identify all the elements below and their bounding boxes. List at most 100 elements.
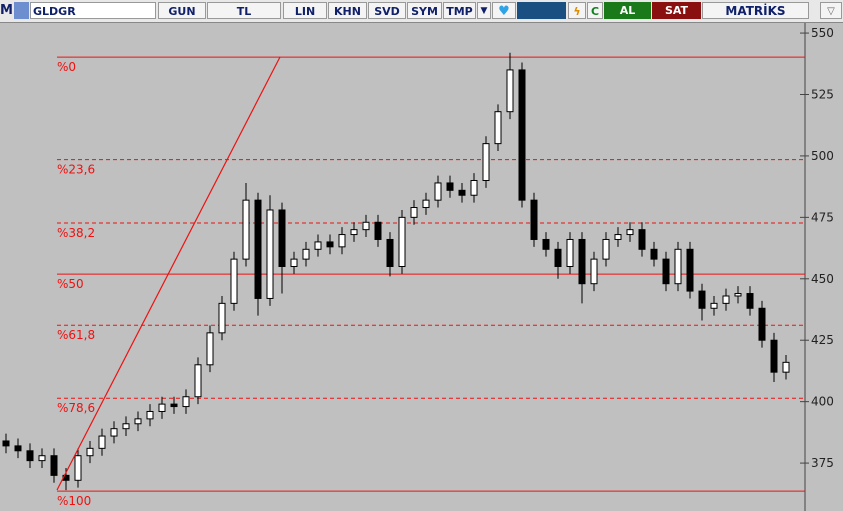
y-tick-label: 450 [811, 272, 834, 286]
candle-body [86, 447, 94, 457]
candle-body [386, 238, 394, 267]
alert-button[interactable]: ϟ [568, 2, 586, 19]
candle-body [746, 293, 754, 309]
fib-label: %0 [57, 60, 76, 74]
y-tick-label: 475 [811, 210, 834, 224]
candle-body [470, 179, 478, 196]
candle-body [302, 248, 310, 260]
tmp-button[interactable]: TMP [443, 2, 476, 19]
candle-body [50, 455, 58, 476]
svd-button[interactable]: SVD [368, 2, 406, 19]
y-tick-label: 500 [811, 149, 834, 163]
candle-body [278, 209, 286, 267]
candle-body [758, 307, 766, 341]
candle-body [290, 258, 298, 268]
y-tick-label: 550 [811, 26, 834, 40]
candle-body [638, 229, 646, 250]
candle-body [626, 229, 634, 236]
candle-body [770, 339, 778, 373]
candle-body [254, 199, 262, 299]
candle-body [146, 410, 154, 420]
candle-body [350, 229, 358, 236]
collapse-button[interactable]: ▽ [820, 2, 842, 19]
candle-body [422, 199, 430, 209]
candle-body [566, 238, 574, 267]
candle-body [374, 221, 382, 240]
candle-body [506, 69, 514, 113]
c-button[interactable]: C [587, 2, 603, 19]
fib-label: %38,2 [57, 226, 95, 240]
candle-body [602, 238, 610, 260]
candle-body [38, 455, 46, 462]
candle-body [314, 241, 322, 250]
candle-body [434, 182, 442, 201]
candle-body [14, 445, 22, 452]
candle-body [518, 69, 526, 201]
khn-button[interactable]: KHN [328, 2, 367, 19]
candle-body [122, 423, 130, 430]
menu-button[interactable]: M [0, 3, 13, 18]
candle-body [614, 234, 622, 240]
candle-body [674, 248, 682, 285]
brand-logo: MATRİKS [702, 2, 809, 19]
candle-body [710, 302, 718, 309]
candle-body [338, 234, 346, 248]
candle-body [74, 455, 82, 481]
y-tick-label: 525 [811, 87, 834, 101]
lin-button[interactable]: LIN [283, 2, 327, 19]
y-tick-label: 425 [811, 333, 834, 347]
candle-body [98, 435, 106, 449]
candle-body [2, 440, 10, 447]
candle-body [326, 241, 334, 248]
candle-body [218, 302, 226, 334]
symbol-field[interactable]: GLDGR [30, 2, 156, 19]
candle-body [134, 418, 142, 425]
fib-label: %23,6 [57, 163, 95, 177]
currency-button[interactable]: TL [207, 2, 281, 19]
buy-button[interactable]: AL [604, 2, 651, 19]
trend-line [56, 56, 281, 491]
toolbar: M GLDGR GUN TL LIN KHN SVD SYM TMP ▼ ♥ ϟ… [0, 0, 843, 23]
candle-body [362, 221, 370, 231]
twitter-button[interactable]: ♥ [492, 2, 516, 19]
candle-body [662, 258, 670, 285]
sell-button[interactable]: SAT [652, 2, 701, 19]
candle-body [26, 450, 34, 462]
candle-body [110, 428, 118, 437]
symbol-icon[interactable] [14, 2, 29, 19]
candle-body [194, 364, 202, 398]
candle-body [182, 396, 190, 408]
candle-body [722, 295, 730, 304]
plot-background [0, 22, 843, 511]
candle-body [458, 189, 466, 196]
fib-label: %78,6 [57, 401, 95, 415]
candle-body [590, 258, 598, 285]
candle-body [542, 238, 550, 250]
y-tick-label: 400 [811, 395, 834, 409]
candle-body [266, 209, 274, 299]
candle-body [494, 111, 502, 145]
candle-body [158, 403, 166, 412]
candle-body [650, 248, 658, 260]
dropdown-button[interactable]: ▼ [477, 2, 491, 19]
sym-button[interactable]: SYM [407, 2, 442, 19]
status-block [517, 2, 566, 19]
candle-body [698, 290, 706, 309]
period-button[interactable]: GUN [158, 2, 206, 19]
candle-body [554, 248, 562, 268]
candle-body [230, 258, 238, 304]
candle-body [578, 238, 586, 285]
fib-label: %61,8 [57, 328, 95, 342]
fib-label: %50 [57, 277, 84, 291]
candle-body [170, 403, 178, 408]
candle-body [398, 216, 406, 268]
candle-body [410, 207, 418, 218]
candle-body [734, 293, 742, 297]
candle-body [482, 143, 490, 181]
candle-body [530, 199, 538, 240]
fib-label: %100 [57, 494, 91, 508]
candle-body [206, 332, 214, 366]
candle-body [446, 182, 454, 191]
candle-body [686, 248, 694, 292]
